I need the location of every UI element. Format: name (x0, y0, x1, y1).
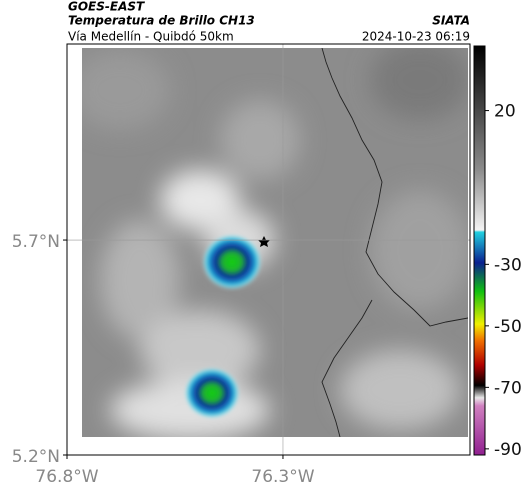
colorbar-label: -30 (494, 255, 522, 275)
route: Vía Medellín - Quibdó 50km (68, 30, 234, 44)
title: GOES-EAST (68, 0, 145, 14)
location-marker (258, 236, 270, 247)
x-tick-label: 76.3°W (251, 467, 314, 487)
y-tick-label: 5.2°N (12, 447, 60, 467)
timestamp: 2024-10-23 06:19 (362, 30, 470, 44)
map-frame (66, 43, 471, 456)
x-tick-label: 76.8°W (35, 467, 98, 487)
colorbar-label: -50 (494, 317, 522, 337)
colorbar (473, 45, 486, 456)
satellite-image (82, 48, 468, 437)
colorbar-label: -70 (494, 378, 522, 398)
y-tick-label: 5.7°N (12, 232, 60, 252)
source: SIATA (432, 14, 470, 28)
colorbar-label: -90 (494, 440, 522, 460)
subtitle: Temperatura de Brillo CH13 (68, 14, 255, 28)
colorbar-label: 20 (494, 102, 516, 122)
